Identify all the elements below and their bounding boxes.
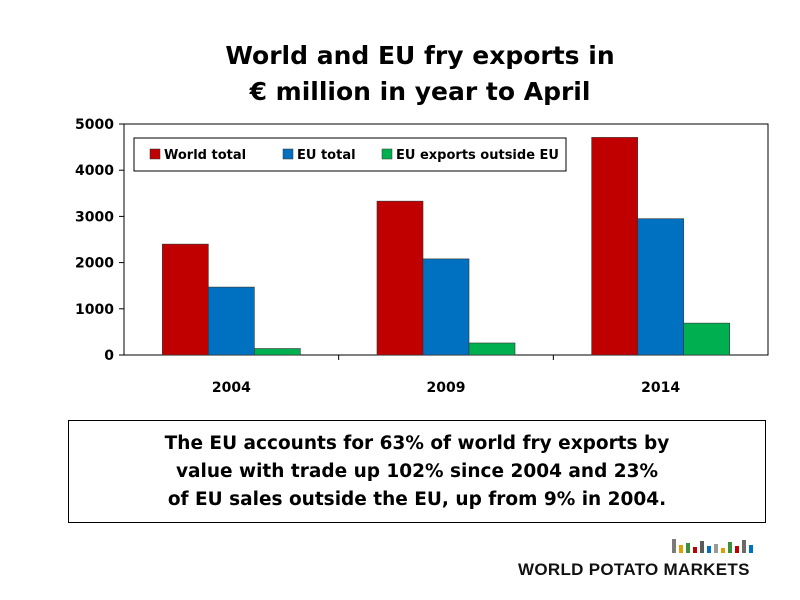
- chart-title-line-1: World and EU fry exports in: [225, 41, 615, 70]
- bar-chart: 0 1000 2000 3000 4000 5000 2004 2009 2014 World t…: [75, 117, 769, 396]
- y-tick-label: 4000: [75, 163, 114, 179]
- chart-title: World and EU fry exports in € million in…: [0, 38, 800, 110]
- legend-label-eu-exports-outside-eu: EU exports outside EU: [396, 148, 559, 163]
- y-tick-label: 1000: [75, 302, 114, 318]
- bar-2014-eu-total: [637, 218, 684, 356]
- summary-note-line-1: The EU accounts for 63% of world fry exp…: [164, 432, 670, 454]
- legend-swatch-eu-exports-outside-eu: [381, 148, 393, 160]
- bar-2009-eu-exports-outside-eu: [468, 342, 516, 356]
- bar-2004-world-total: [162, 243, 209, 356]
- y-tick-label: 3000: [75, 209, 114, 225]
- bar-2009-world-total: [376, 200, 424, 356]
- bar-2004-eu-exports-outside-eu: [254, 348, 301, 356]
- legend-label-world-total: World total: [164, 148, 246, 163]
- y-tick-label: 2000: [75, 256, 114, 272]
- logo-text: WORLD POTATO MARKETS: [518, 560, 750, 579]
- y-tick-label: 0: [104, 348, 114, 364]
- x-tick-label: 2004: [212, 380, 251, 396]
- bar-2009-eu-total: [422, 258, 470, 356]
- legend-swatch-world-total: [149, 148, 161, 160]
- chart-title-line-2: € million in year to April: [249, 77, 591, 106]
- summary-note-line-3: of EU sales outside the EU, up from 9% i…: [167, 488, 667, 510]
- legend-label-eu-total: EU total: [297, 148, 356, 163]
- bar-2014-world-total: [591, 137, 638, 356]
- x-tick-label: 2009: [427, 380, 466, 396]
- world-potato-markets-logo: WORLD POTATO MARKETS: [518, 535, 768, 580]
- summary-note-line-2: value with trade up 102% since 2004 and …: [175, 460, 659, 482]
- y-tick-label: 5000: [75, 117, 114, 133]
- bar-2014-eu-exports-outside-eu: [683, 322, 730, 356]
- bar-2004-eu-total: [208, 286, 255, 356]
- x-tick-label: 2014: [641, 380, 680, 396]
- summary-note-box: The EU accounts for 63% of world fry exp…: [68, 420, 766, 523]
- legend-box: [133, 137, 567, 172]
- legend-swatch-eu-total: [282, 148, 294, 160]
- logo-bars-icon: [672, 539, 753, 553]
